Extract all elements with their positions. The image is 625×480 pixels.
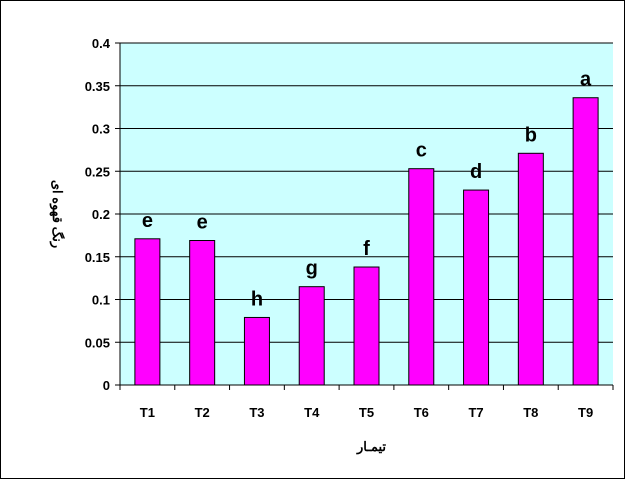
x-tick-label: T7: [468, 405, 483, 420]
bar: [353, 266, 380, 386]
bar: [189, 240, 216, 386]
x-tick-label: T8: [523, 405, 538, 420]
significance-letter: b: [525, 124, 537, 146]
y-tick-label: 0.2: [92, 207, 110, 222]
significance-letter: e: [197, 212, 208, 234]
y-tick-label: 0.35: [85, 79, 110, 94]
x-axis-title: تیمـار: [356, 439, 386, 455]
x-tick-label: T6: [414, 405, 429, 420]
significance-letter: a: [580, 69, 592, 91]
bar: [517, 152, 544, 386]
x-tick-label: T4: [304, 405, 320, 420]
significance-letter: h: [251, 288, 263, 310]
bar: [243, 316, 270, 386]
y-tick-label: 0.25: [85, 164, 110, 179]
y-tick-label: 0: [103, 378, 110, 393]
bars: [134, 97, 599, 386]
y-tick-label: 0.3: [92, 122, 110, 137]
significance-letter: c: [416, 140, 427, 162]
significance-letter: f: [363, 238, 370, 260]
bar: [298, 286, 325, 386]
x-tick-label: T1: [140, 405, 155, 420]
x-tick-label: T3: [249, 405, 264, 420]
significance-letter: e: [142, 210, 153, 232]
x-tick-labels: T1 T2 T3 T4 T5 T6 T7 T8 T9: [140, 405, 593, 420]
significance-letter: g: [306, 258, 318, 280]
bar: [408, 168, 435, 386]
bar: [463, 189, 490, 386]
x-tick-label: T5: [359, 405, 374, 420]
bar: [134, 238, 161, 386]
y-tick-labels: 0 0.05 0.1 0.15 0.2 0.25 0.3 0.35 0.4: [85, 36, 111, 393]
x-tick-label: T2: [195, 405, 210, 420]
y-axis-title: رنگ قهوه ای: [49, 180, 66, 248]
axes: [119, 43, 613, 390]
bar: [572, 97, 599, 386]
y-tick-label: 0.05: [85, 335, 110, 350]
y-tick-label: 0.4: [92, 36, 111, 51]
x-tick-label: T9: [578, 405, 593, 420]
significance-letter: d: [470, 161, 482, 183]
y-tick-label: 0.15: [85, 250, 110, 265]
significance-letters: e e h g f c d b a: [142, 69, 592, 311]
y-tick-label: 0.1: [92, 293, 110, 308]
